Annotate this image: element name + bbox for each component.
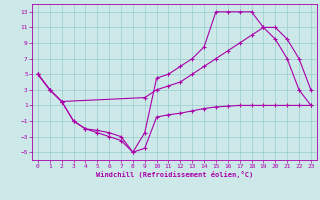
X-axis label: Windchill (Refroidissement éolien,°C): Windchill (Refroidissement éolien,°C): [96, 171, 253, 178]
